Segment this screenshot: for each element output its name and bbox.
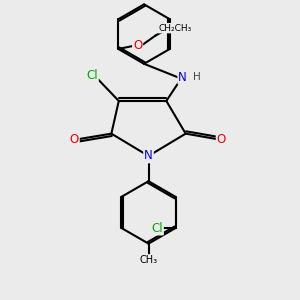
Text: N: N	[144, 149, 153, 162]
Text: N: N	[178, 71, 187, 84]
Text: O: O	[217, 133, 226, 146]
Text: O: O	[70, 133, 79, 146]
Text: Cl: Cl	[86, 69, 98, 82]
Text: CH₃: CH₃	[140, 255, 158, 265]
Text: H: H	[193, 72, 201, 82]
Text: O: O	[133, 40, 142, 52]
Text: Cl: Cl	[151, 221, 163, 235]
Text: CH₂CH₃: CH₂CH₃	[158, 24, 191, 33]
